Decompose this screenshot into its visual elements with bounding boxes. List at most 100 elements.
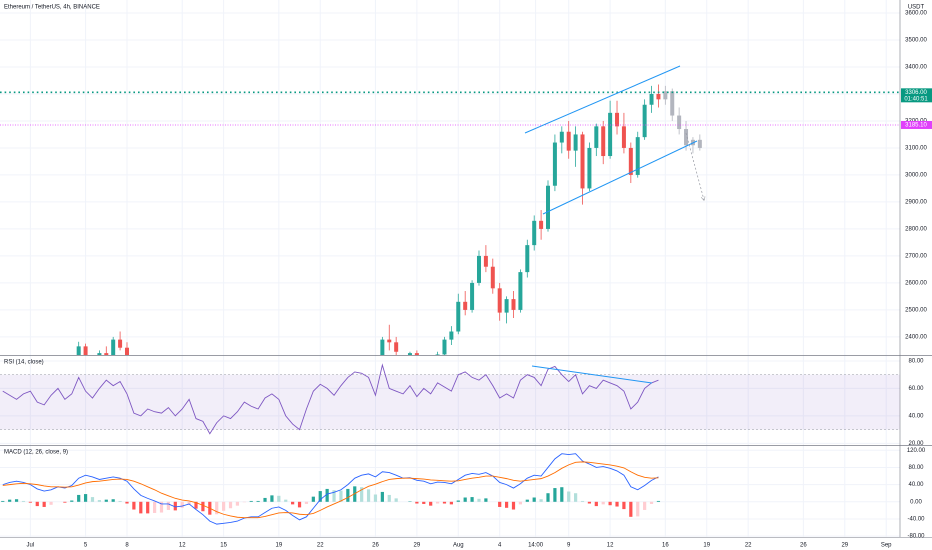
histogram-bar xyxy=(649,501,654,504)
histogram-bar xyxy=(560,487,564,502)
x-tick-label: 5 xyxy=(84,543,88,549)
histogram-bar xyxy=(470,497,474,502)
candle-body xyxy=(429,361,433,364)
y-tick-label: 0.00 xyxy=(910,499,922,505)
histogram-bar xyxy=(477,498,481,502)
candle-body xyxy=(104,353,109,355)
candle-body xyxy=(594,126,599,148)
x-tick-label: 4 xyxy=(498,543,502,549)
histogram-bar xyxy=(77,494,81,502)
candle-body xyxy=(449,331,454,340)
histogram-bar xyxy=(422,501,426,504)
histogram-bar xyxy=(532,497,536,502)
marks xyxy=(0,84,900,525)
histogram-bar xyxy=(256,500,260,502)
candle-body xyxy=(435,354,440,355)
price-level-time: 01:40:51 xyxy=(904,96,928,102)
histogram-bar xyxy=(28,501,32,503)
y-tick-label: -40.00 xyxy=(907,517,925,523)
candles xyxy=(76,84,702,364)
candle-body xyxy=(552,142,557,186)
x-tick-label: 15 xyxy=(220,543,227,549)
histogram-bar xyxy=(83,494,88,502)
x-tick-label: 14:00 xyxy=(528,543,544,549)
macd-title: MACD (12, 26, close, 9) xyxy=(4,450,68,456)
histogram-bar xyxy=(49,501,53,505)
y-tick-label: 40.00 xyxy=(908,413,924,419)
y-tick-label: 2400.00 xyxy=(905,334,927,340)
histogram-bar xyxy=(629,501,633,517)
histogram-bar xyxy=(180,501,184,508)
histogram-bar xyxy=(139,501,143,514)
y-tick-label: 40.00 xyxy=(908,482,924,488)
histogram-bar xyxy=(111,499,115,502)
histogram-bar xyxy=(249,500,253,502)
x-tick-label: 9 xyxy=(567,543,571,549)
histogram-bar xyxy=(346,488,350,502)
candle-body xyxy=(663,91,668,100)
candle-body xyxy=(649,93,654,105)
candle-body xyxy=(532,220,537,246)
histogram-bar xyxy=(8,499,12,502)
histogram-bar xyxy=(118,500,122,502)
histogram-bar xyxy=(222,501,226,511)
histogram-bar xyxy=(201,501,205,512)
x-tick-label: 12 xyxy=(179,543,186,549)
candle-body xyxy=(470,282,475,310)
rsi-band xyxy=(0,374,900,430)
histogram-bar xyxy=(415,501,419,504)
histogram-bar xyxy=(277,495,281,502)
histogram-bar xyxy=(159,501,164,513)
candle-body xyxy=(463,301,468,310)
histogram-bar xyxy=(553,488,557,502)
histogram-bar xyxy=(394,498,398,502)
candle-body xyxy=(573,134,578,151)
histogram-bar xyxy=(153,501,157,513)
candle-body xyxy=(580,134,585,189)
candle-body xyxy=(684,129,689,146)
y-tick-label: 3400.00 xyxy=(905,65,927,71)
histogram-bar xyxy=(539,499,543,502)
candle-body xyxy=(670,91,675,116)
histogram-bar xyxy=(511,501,516,510)
y-tick-label: 3500.00 xyxy=(905,38,927,44)
price-level-label: 3306.00 xyxy=(905,90,927,96)
x-tick-label: 19 xyxy=(275,543,282,549)
candle-body xyxy=(615,112,620,127)
currency-label: USDT xyxy=(908,5,925,11)
histogram-bar xyxy=(387,494,391,502)
candle-body xyxy=(608,112,613,157)
channel-upper xyxy=(524,65,681,134)
candle-body xyxy=(642,104,647,138)
drawings xyxy=(524,65,704,384)
candle-body xyxy=(442,339,447,355)
rsi-title: RSI (14, close) xyxy=(4,360,44,366)
histogram-bar xyxy=(1,500,5,502)
x-tick-label: 22 xyxy=(745,543,752,549)
projection-arrow xyxy=(685,132,704,200)
candle-body xyxy=(677,115,682,130)
candle-body xyxy=(587,147,592,189)
candle-body xyxy=(76,346,81,355)
histogram-bar xyxy=(339,490,343,502)
y-tick-label: 3000.00 xyxy=(905,173,927,179)
candle-body xyxy=(118,339,123,348)
chart-title: Ethereum / TetherUS, 4h, BINANCE xyxy=(4,5,100,11)
candle-body xyxy=(621,126,626,148)
histogram-bar xyxy=(567,491,571,502)
histogram-bar xyxy=(132,501,136,510)
candle-body xyxy=(539,220,544,229)
histogram-bar xyxy=(166,501,171,510)
histogram-bar xyxy=(235,501,240,506)
histogram-bar xyxy=(518,501,522,505)
macd xyxy=(1,453,661,525)
x-tick-label: 29 xyxy=(841,543,848,549)
candle-body xyxy=(483,255,488,267)
y-tick-label: 3600.00 xyxy=(905,11,927,17)
candle-body xyxy=(504,299,509,313)
signal-line xyxy=(2,461,659,519)
histogram-bar xyxy=(636,501,640,517)
histogram-bar xyxy=(263,497,267,502)
